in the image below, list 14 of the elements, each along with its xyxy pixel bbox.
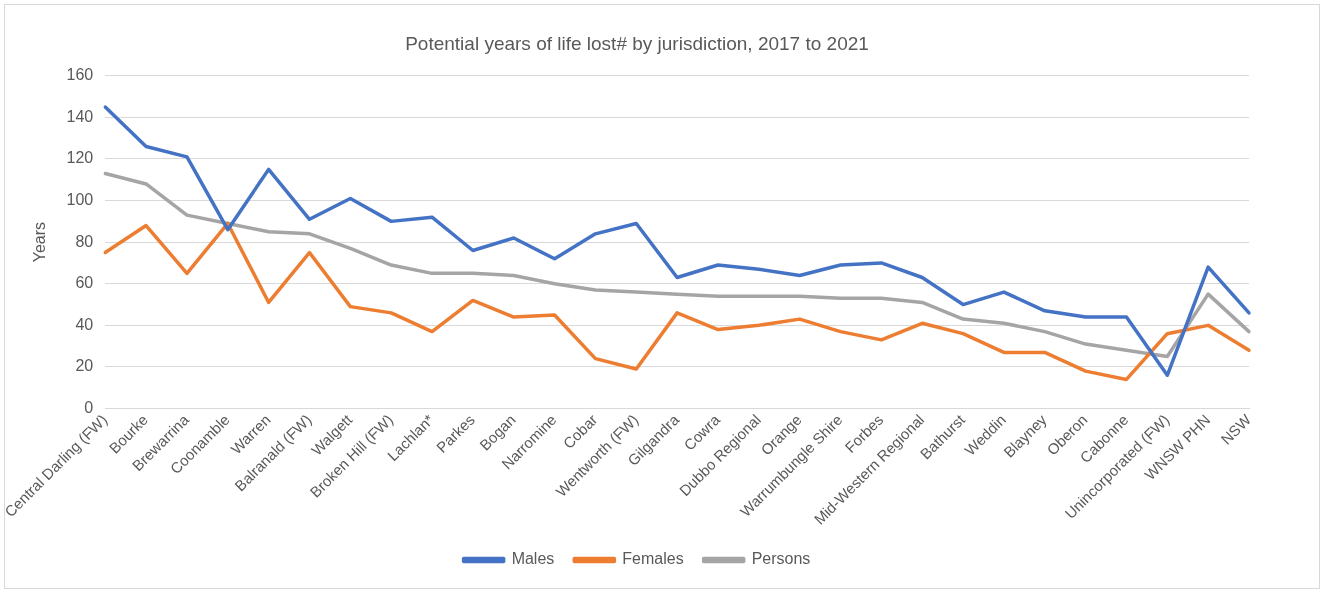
y-tick-label: 140 (66, 107, 94, 125)
y-tick-label: 100 (66, 190, 94, 208)
legend-label: Males (511, 550, 555, 568)
y-axis-title: Years (31, 222, 49, 263)
y-tick-label: 80 (75, 232, 94, 250)
chart-title: Potential years of life lost# by jurisdiction, 2017 to 2021 (405, 32, 869, 54)
legend-label: Females (622, 550, 684, 568)
legend-label: Persons (751, 550, 811, 568)
y-tick-label: 0 (84, 398, 94, 416)
y-tick-label: 120 (66, 149, 94, 167)
y-tick-label: 20 (75, 357, 94, 375)
y-tick-label: 40 (75, 315, 94, 333)
y-tick-label: 60 (75, 274, 94, 292)
y-tick-label: 160 (66, 66, 94, 84)
